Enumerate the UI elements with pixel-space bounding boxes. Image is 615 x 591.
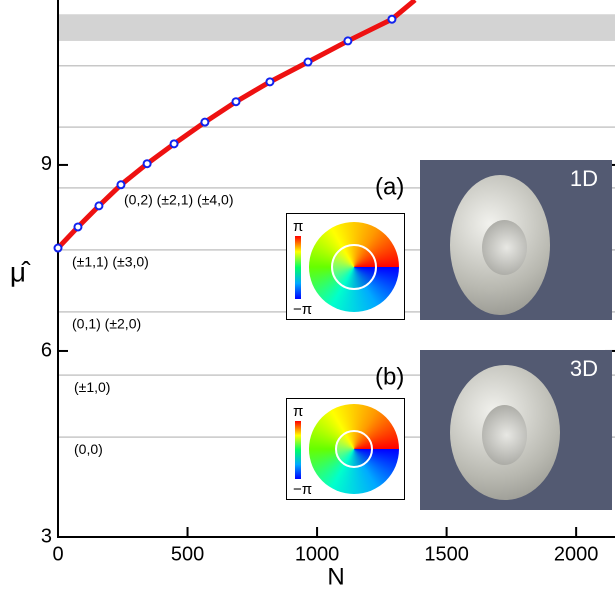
level-label: (±1,0) [74,379,110,395]
colorwheel-panel: π −π [286,213,405,320]
inset-tag: 3D [569,356,598,381]
x-tick-label: 2000 [554,543,599,565]
marker [387,14,397,24]
marker [303,57,313,67]
y-axis-label: μ̂ [10,256,31,287]
band [58,14,615,41]
marker [265,77,275,87]
colorbar-label: −π [293,301,313,318]
inset-tag: 1D [569,166,598,191]
x-tick-label: 500 [171,543,204,565]
colorwheel [309,404,399,494]
colorwheel-core [331,243,377,290]
colorwheel-panel: π −π [286,398,405,500]
torus-panel: 1D [420,160,612,320]
inset-label: (a) [375,173,404,200]
colorbar-label: π [293,403,304,420]
marker [343,36,353,46]
colorwheel-core [335,430,373,468]
marker [116,180,126,190]
y-tick-label: 9 [41,153,52,175]
marker [142,159,152,169]
x-tick-label: 0 [52,543,63,565]
colorwheel [309,221,399,312]
x-axis-label: N [327,563,344,590]
colorbar-label: π [293,218,304,235]
axes-frame [57,0,615,538]
marker [73,222,83,232]
level-label: (0,0) [74,441,103,457]
y-tick-label: 6 [41,339,52,361]
torus-inner [482,220,527,275]
colorbar-label: −π [293,481,313,498]
level-label: (0,1) (±2,0) [72,316,141,332]
colorbar [295,236,301,299]
inset-label: (b) [375,363,404,390]
marker [200,117,210,127]
marker [169,139,179,149]
torus-panel: 3D [420,350,612,510]
level-label: (±1,1) (±3,0) [72,254,149,270]
marker [231,97,241,107]
colorbar [295,421,301,479]
x-tick-label: 1500 [424,543,469,565]
level-label: (0,2) (±2,1) (±4,0) [124,192,234,208]
x-tick-label: 1000 [295,543,340,565]
marker [94,201,104,211]
torus-inner [482,405,527,465]
marker [53,243,63,253]
y-tick-label: 3 [41,525,52,547]
